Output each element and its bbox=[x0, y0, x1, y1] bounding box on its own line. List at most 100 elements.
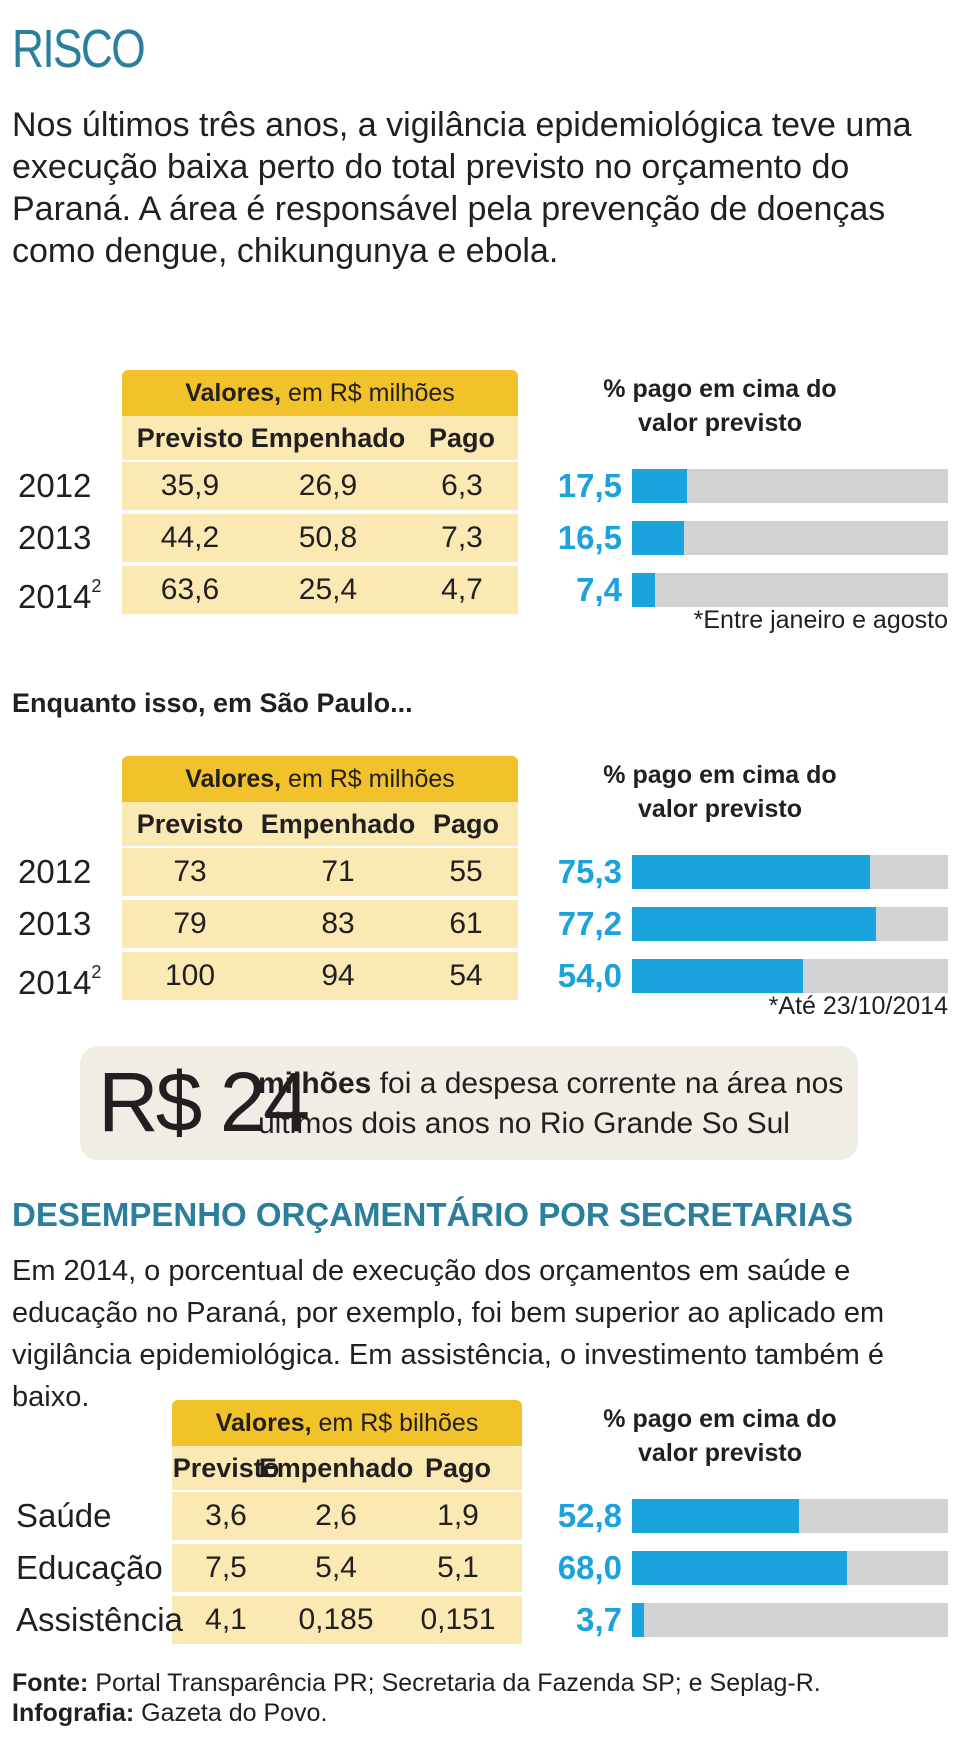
column-header-pago: Pago bbox=[432, 809, 499, 839]
section-text: Em 2014, o porcentual de execução dos or… bbox=[12, 1255, 885, 1413]
pct-paid-value: 77,2 bbox=[557, 905, 622, 942]
pct-title-line2: valor previsto bbox=[638, 795, 802, 823]
pct-paid-value: 54,0 bbox=[557, 957, 622, 994]
source-line: Fonte: Portal Transparência PR; Secretar… bbox=[12, 1668, 821, 1698]
infographic-line: Infografia: Gazeta do Povo. bbox=[12, 1698, 821, 1728]
pct-title-line1: % pago em cima do bbox=[603, 1405, 837, 1433]
table-cell: 6,3 bbox=[441, 469, 483, 502]
table-note: *Entre janeiro e agosto bbox=[693, 606, 948, 634]
pct-bar-fill bbox=[632, 469, 688, 503]
section-title: DESEMPENHO ORÇAMENTÁRIO POR SECRETARIAS bbox=[12, 1196, 853, 1233]
row-label: Saúde bbox=[16, 1492, 111, 1540]
source-credits: Fonte: Portal Transparência PR; Secretar… bbox=[12, 1668, 821, 1728]
pct-bar-fill bbox=[632, 907, 876, 941]
table-cell: 7,5 bbox=[205, 1551, 247, 1584]
column-header-previsto: Previsto bbox=[172, 1453, 280, 1483]
table-cell: 50,8 bbox=[298, 521, 358, 554]
pct-bar-track bbox=[632, 1551, 948, 1585]
row-label: Educação bbox=[16, 1544, 163, 1592]
page-title: RISCO bbox=[12, 19, 146, 79]
table-cell: 94 bbox=[321, 959, 355, 992]
row-label-text: Educação bbox=[16, 1549, 163, 1586]
table-cell: 79 bbox=[173, 907, 207, 940]
table-cell: 71 bbox=[321, 855, 355, 888]
table-header: Valores, em R$ bilhões bbox=[172, 1400, 522, 1446]
pct-bar-fill bbox=[632, 959, 803, 993]
table-header-unit: em R$ bilhões bbox=[311, 1409, 479, 1437]
callout-value: R$ 24 bbox=[98, 1055, 310, 1149]
source-text: Portal Transparência PR; Secretaria da F… bbox=[88, 1669, 821, 1697]
table-cell: 63,6 bbox=[160, 573, 220, 606]
pct-bar-fill bbox=[632, 855, 870, 889]
table-cell: 7,3 bbox=[441, 521, 483, 554]
footnote-marker: 2 bbox=[91, 962, 102, 982]
pct-paid-value: 68,0 bbox=[557, 1549, 622, 1586]
pct-bar-fill bbox=[632, 573, 656, 607]
intro-paragraph: Nos últimos três anos, a vigilância epid… bbox=[12, 106, 912, 270]
column-header-pago: Pago bbox=[428, 423, 495, 453]
column-header-row bbox=[172, 1446, 522, 1490]
row-label-text: Assistência bbox=[16, 1601, 183, 1638]
row-label-text: 2014 bbox=[18, 578, 92, 615]
infographic-label: Infografia: bbox=[12, 1699, 135, 1727]
table-header-unit: em R$ milhões bbox=[281, 765, 455, 793]
callout-rest: foi a despesa corrente na área nos últim… bbox=[258, 1067, 844, 1140]
row-label: 2012 bbox=[18, 462, 91, 510]
pct-bar-fill bbox=[632, 1499, 799, 1533]
pct-title: % pago em cima do valor previsto bbox=[600, 372, 840, 440]
pct-title-line2: valor previsto bbox=[638, 409, 802, 437]
row-label-text: 2013 bbox=[18, 905, 92, 942]
pct-bar-track bbox=[632, 521, 948, 555]
table-cell: 55 bbox=[449, 855, 483, 888]
row-label: 2013 bbox=[18, 514, 91, 562]
callout-text: milhões foi a despesa corrente na área n… bbox=[258, 1064, 848, 1144]
table-row bbox=[172, 1596, 522, 1644]
table-cell: 35,9 bbox=[160, 469, 220, 502]
table-cell: 54 bbox=[449, 959, 483, 992]
footnote-marker: 2 bbox=[91, 576, 102, 596]
row-label: 20142 bbox=[18, 566, 101, 621]
row-label: 2012 bbox=[18, 848, 91, 896]
table-header-unit: em R$ milhões bbox=[281, 379, 455, 407]
row-label: 2013 bbox=[18, 900, 91, 948]
table-header: Valores, em R$ milhões bbox=[122, 370, 518, 416]
row-label-text: 2012 bbox=[18, 467, 92, 504]
pct-title-line2: valor previsto bbox=[638, 1439, 802, 1467]
pct-paid-value: 75,3 bbox=[557, 853, 622, 890]
table-cell: 61 bbox=[449, 907, 483, 940]
row-label-text: 2012 bbox=[18, 853, 92, 890]
table-cell: 1,9 bbox=[437, 1499, 479, 1532]
callout-bold: milhões bbox=[258, 1067, 372, 1100]
pct-bar-track bbox=[632, 855, 948, 889]
table-header-bold: Valores, bbox=[215, 1409, 312, 1437]
column-header-empenhado: Empenhado bbox=[258, 1453, 414, 1483]
pct-title-line1: % pago em cima do bbox=[603, 761, 837, 789]
infographic-text: Gazeta do Povo. bbox=[134, 1699, 328, 1727]
table-row bbox=[122, 514, 518, 562]
table-row bbox=[172, 1544, 522, 1592]
table-row bbox=[122, 566, 518, 614]
table-row bbox=[122, 952, 518, 1000]
table-cell: 3,6 bbox=[205, 1499, 247, 1532]
table-cell: 26,9 bbox=[298, 469, 358, 502]
table-row bbox=[122, 848, 518, 896]
table-cell: 2,6 bbox=[315, 1499, 357, 1532]
pct-paid-value: 52,8 bbox=[557, 1497, 622, 1534]
table-cell: 5,4 bbox=[315, 1551, 357, 1584]
table-cell: 83 bbox=[321, 907, 355, 940]
row-label: 20142 bbox=[18, 952, 101, 1007]
column-header-row bbox=[122, 416, 518, 460]
pct-bar-track bbox=[632, 1499, 948, 1533]
row-label-text: 2013 bbox=[18, 519, 92, 556]
table-header-bold: Valores, bbox=[185, 379, 282, 407]
sao-paulo-subheading: Enquanto isso, em São Paulo... bbox=[12, 688, 413, 718]
pct-bar-track bbox=[632, 573, 948, 607]
column-header-row bbox=[122, 802, 518, 846]
row-label: Assistência bbox=[16, 1596, 183, 1644]
pct-paid-value: 16,5 bbox=[557, 519, 622, 556]
table-cell: 4,7 bbox=[441, 573, 483, 606]
table-note: *Até 23/10/2014 bbox=[768, 992, 948, 1020]
pct-bar-track bbox=[632, 907, 948, 941]
table-cell: 100 bbox=[164, 959, 216, 992]
table-cell: 5,1 bbox=[437, 1551, 479, 1584]
